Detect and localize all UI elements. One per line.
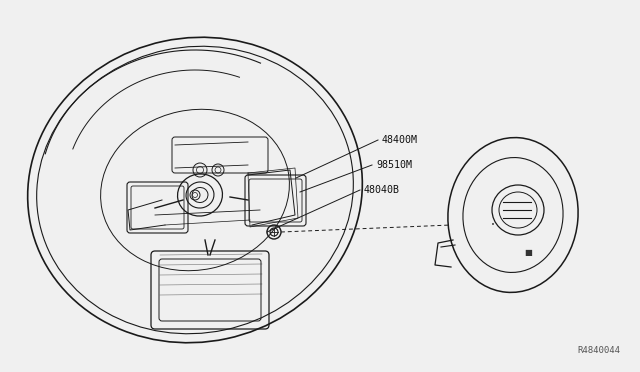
Text: •: • — [491, 222, 495, 228]
Text: 48400M: 48400M — [382, 135, 418, 145]
Text: 98510M: 98510M — [376, 160, 412, 170]
Text: R4840044: R4840044 — [577, 346, 620, 355]
Ellipse shape — [448, 138, 578, 292]
Text: 48040B: 48040B — [364, 185, 400, 195]
Text: ■: ■ — [524, 248, 532, 257]
